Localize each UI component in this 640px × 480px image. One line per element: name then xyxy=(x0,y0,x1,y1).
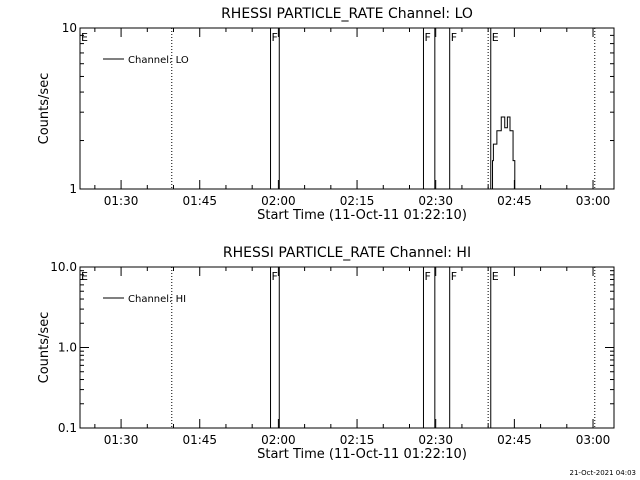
x-tick-label: 02:15 xyxy=(340,433,375,447)
x-tick-label: 03:00 xyxy=(576,194,611,208)
y-tick-label: 10.0 xyxy=(50,260,77,274)
flag-label: E xyxy=(492,31,499,44)
x-tick-label: 02:45 xyxy=(497,433,532,447)
panel-hi: RHESSI PARTICLE_RATE Channel: HI Counts/s… xyxy=(37,245,615,462)
x-tick-label: 02:30 xyxy=(418,433,453,447)
panel-lo: RHESSI PARTICLE_RATE Channel: LO Counts/s… xyxy=(37,6,615,223)
chart-title: RHESSI PARTICLE_RATE Channel: HI xyxy=(223,245,471,261)
x-tick-label: 03:00 xyxy=(576,433,611,447)
flag-label: F xyxy=(451,31,457,44)
x-tick-label: 01:45 xyxy=(182,194,217,208)
flag-label: F xyxy=(424,31,430,44)
flag-label: E xyxy=(492,270,499,283)
flag-label: F xyxy=(272,270,278,283)
y-tick-label: 10 xyxy=(62,21,77,35)
chart-title: RHESSI PARTICLE_RATE Channel: LO xyxy=(221,6,473,22)
y-tick-label: 0.1 xyxy=(58,421,77,435)
y-tick-label: 1.0 xyxy=(58,341,77,355)
x-tick-label: 01:30 xyxy=(104,194,139,208)
flag-label: F xyxy=(451,270,457,283)
flag-label: E xyxy=(81,270,88,283)
flag-label: E xyxy=(81,31,88,44)
y-axis-label: Counts/sec xyxy=(37,312,52,384)
x-tick-label: 02:30 xyxy=(418,194,453,208)
legend-label: Channel: LO xyxy=(128,55,189,66)
x-tick-label: 02:00 xyxy=(261,433,296,447)
plot-frame xyxy=(79,27,615,190)
x-axis-label: Start Time (11-Oct-11 01:22:10) xyxy=(257,447,467,462)
legend-label: Channel: HI xyxy=(128,294,186,305)
x-tick-label: 01:45 xyxy=(182,433,217,447)
x-tick-label: 01:30 xyxy=(104,433,139,447)
flag-label: F xyxy=(424,270,430,283)
timestamp-stamp: 21-Oct-2021 04:03 xyxy=(570,469,636,477)
x-tick-label: 02:00 xyxy=(261,194,296,208)
y-axis-label: Counts/sec xyxy=(37,73,52,145)
flag-label: F xyxy=(272,31,278,44)
x-tick-label: 02:45 xyxy=(497,194,532,208)
x-tick-label: 02:15 xyxy=(340,194,375,208)
plot-frame xyxy=(79,266,615,429)
series-line xyxy=(491,116,516,190)
y-tick-label: 1 xyxy=(69,182,77,196)
x-axis-label: Start Time (11-Oct-11 01:22:10) xyxy=(257,208,467,223)
